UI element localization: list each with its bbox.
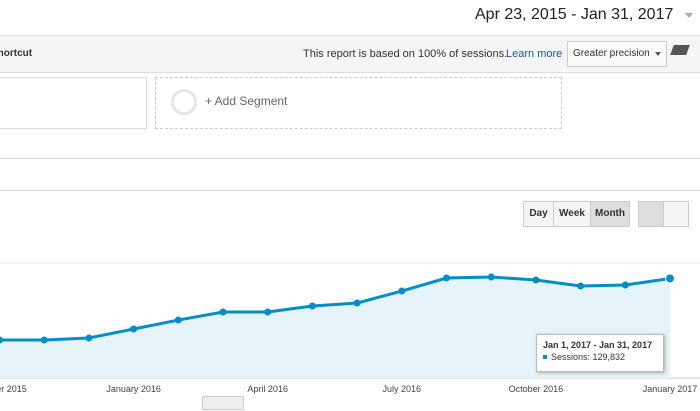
learn-more[interactable]: Learn more	[506, 48, 563, 60]
point	[85, 334, 93, 342]
point	[308, 302, 316, 310]
toolbar: Shortcut This report is based on 100% of…	[0, 36, 700, 73]
point	[174, 316, 182, 324]
x-tick-label: January 2017	[643, 384, 698, 394]
x-tick-label: April 2016	[247, 384, 288, 394]
tooltip: Jan 1, 2017 - Jan 31, 2017 Sessions: 129…	[536, 334, 664, 372]
x-tick-label: July 2016	[383, 384, 422, 394]
date-arrow[interactable]	[685, 13, 693, 22]
add-segment: + Add Segment	[205, 94, 288, 108]
point	[264, 308, 272, 316]
month-button[interactable]: Month	[590, 201, 630, 227]
day-button[interactable]: Day	[523, 201, 554, 227]
select-arrow	[655, 52, 661, 59]
shortcut[interactable]: Shortcut	[0, 48, 33, 59]
motion-chart-button[interactable]	[663, 201, 689, 227]
point	[621, 281, 629, 289]
divider	[0, 158, 700, 159]
precision-text: Greater precision	[573, 48, 650, 59]
divider	[0, 190, 700, 191]
x-tick-label: October 2016	[509, 384, 564, 394]
sampling-note: This report is based on 100% of sessions…	[303, 48, 508, 60]
top-bar: Apr 23, 2015 - Jan 31, 2017	[0, 0, 700, 36]
collapse-tab[interactable]	[202, 396, 244, 410]
tooltip-swatch	[543, 355, 547, 359]
precision-select[interactable]: Greater precision	[567, 41, 667, 67]
week-button[interactable]: Week	[553, 201, 591, 227]
point	[443, 274, 450, 282]
point	[532, 276, 540, 284]
point	[219, 308, 227, 316]
segment-circle	[171, 89, 197, 115]
point	[353, 299, 361, 307]
point	[130, 325, 138, 333]
tooltip-title: Jan 1, 2017 - Jan 31, 2017	[543, 340, 653, 350]
point	[398, 287, 406, 295]
point	[40, 336, 48, 344]
segment-box[interactable]	[0, 77, 147, 129]
area	[0, 277, 670, 378]
date-range[interactable]: Apr 23, 2015 - Jan 31, 2017	[475, 6, 674, 23]
point	[487, 273, 495, 281]
x-tick-label: January 2016	[106, 384, 161, 394]
add-segment-box[interactable]: + Add Segment	[155, 77, 562, 129]
tooltip-text: Sessions: 129,832	[551, 352, 626, 362]
x-tick-label: October 2015	[0, 384, 27, 394]
line	[0, 275, 671, 342]
point	[0, 336, 3, 344]
point	[577, 282, 585, 290]
point	[665, 273, 675, 284]
